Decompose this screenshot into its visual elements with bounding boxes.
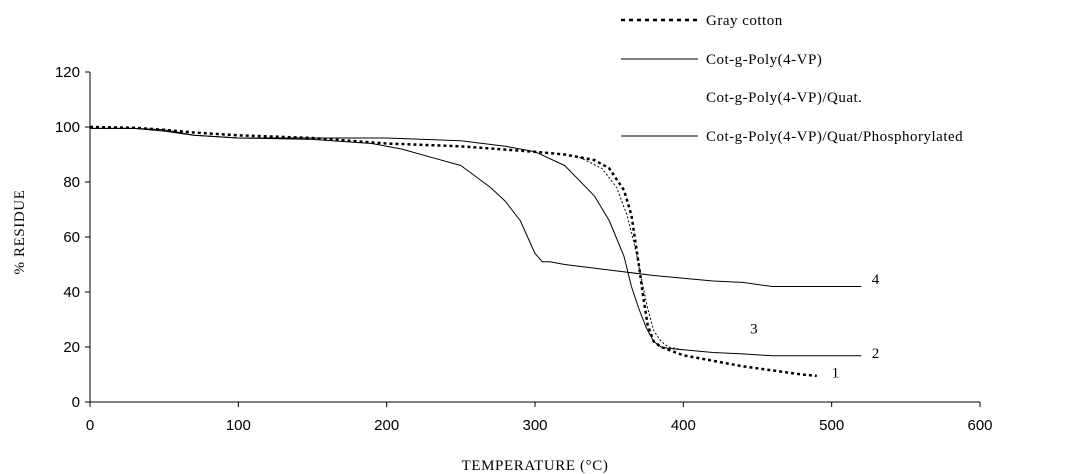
- curve-label-2: 2: [872, 346, 880, 362]
- legend-label-4: Cot-g-Poly(4-VP)/Quat/Phosphorylated: [706, 129, 963, 145]
- legend-label-3: Cot-g-Poly(4-VP)/Quat.: [706, 90, 862, 106]
- x-tick-label: 200: [374, 417, 399, 434]
- plot-area: [89, 125, 862, 378]
- curve-labels: 1 2 3 4: [750, 272, 880, 382]
- x-tick-label: 400: [671, 417, 696, 434]
- y-tick-label: 80: [63, 174, 80, 191]
- x-tick-label: 0: [86, 417, 94, 434]
- curve-label-3: 3: [750, 321, 758, 337]
- y-tick-label: 40: [63, 284, 80, 301]
- y-axis-title: % RESIDUE: [12, 190, 28, 275]
- legend-label-2: Cot-g-Poly(4-VP): [706, 52, 822, 68]
- legend: Gray cotton Cot-g-Poly(4-VP) Cot-g-Poly(4-…: [621, 13, 963, 145]
- series-line-4: [90, 127, 862, 287]
- x-axis-title: TEMPERATURE (°C): [462, 458, 609, 474]
- series-line-3: [579, 156, 684, 351]
- series-line-2: [90, 127, 862, 357]
- y-tick-label: 0: [72, 394, 80, 411]
- y-tick-label: 120: [55, 64, 80, 81]
- series-line-1: [89, 125, 817, 378]
- x-tick-label: 100: [226, 417, 251, 434]
- axes: 0 20 40 60 80 100 120 0 100 200 300 400 500 600: [55, 64, 993, 434]
- curve-label-4: 4: [872, 272, 880, 288]
- legend-label-1: Gray cotton: [706, 13, 783, 29]
- x-tick-label: 500: [819, 417, 844, 434]
- y-tick-label: 100: [55, 119, 80, 136]
- x-tick-label: 300: [522, 417, 547, 434]
- y-tick-label: 20: [63, 339, 80, 356]
- curve-label-1: 1: [832, 365, 840, 381]
- x-tick-label: 600: [967, 417, 992, 434]
- y-tick-label: 60: [63, 229, 80, 246]
